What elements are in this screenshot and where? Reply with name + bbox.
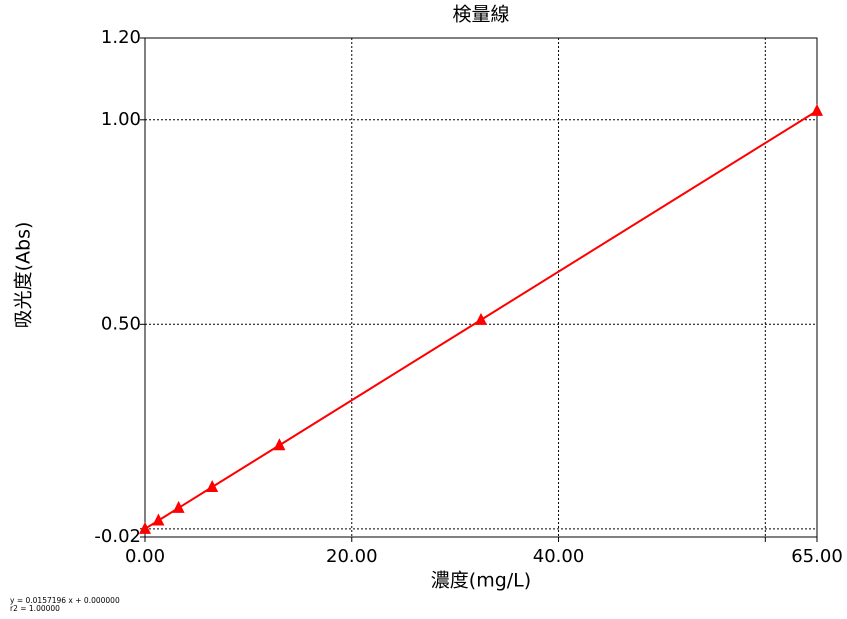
y-tick-label: 0.50 [101,313,141,334]
y-axis-label: 吸光度(Abs) [13,222,35,329]
data-point [811,103,823,116]
x-tick-label: 40.00 [533,546,585,567]
x-tick-label: 65.00 [791,546,843,567]
chart-title: 検量線 [452,4,509,26]
x-tick-label: 0.00 [125,546,165,567]
data-point [139,521,151,534]
data-point [206,480,219,493]
plot-frame [144,37,818,538]
y-tick-label: 1.20 [101,27,141,48]
data-point [475,312,487,325]
y-tick-label: -0.02 [94,526,141,547]
data-point [152,513,165,526]
data-point [172,500,185,513]
x-axis-label: 濃度(mg/L) [431,570,531,592]
x-tick-label: 20.00 [326,546,378,567]
y-tick-label: 1.00 [101,109,141,130]
data-point [273,438,286,451]
annotation: y = 0.0157196 x + 0.000000 [10,596,120,605]
annotation: r2 = 1.00000 [10,604,60,613]
